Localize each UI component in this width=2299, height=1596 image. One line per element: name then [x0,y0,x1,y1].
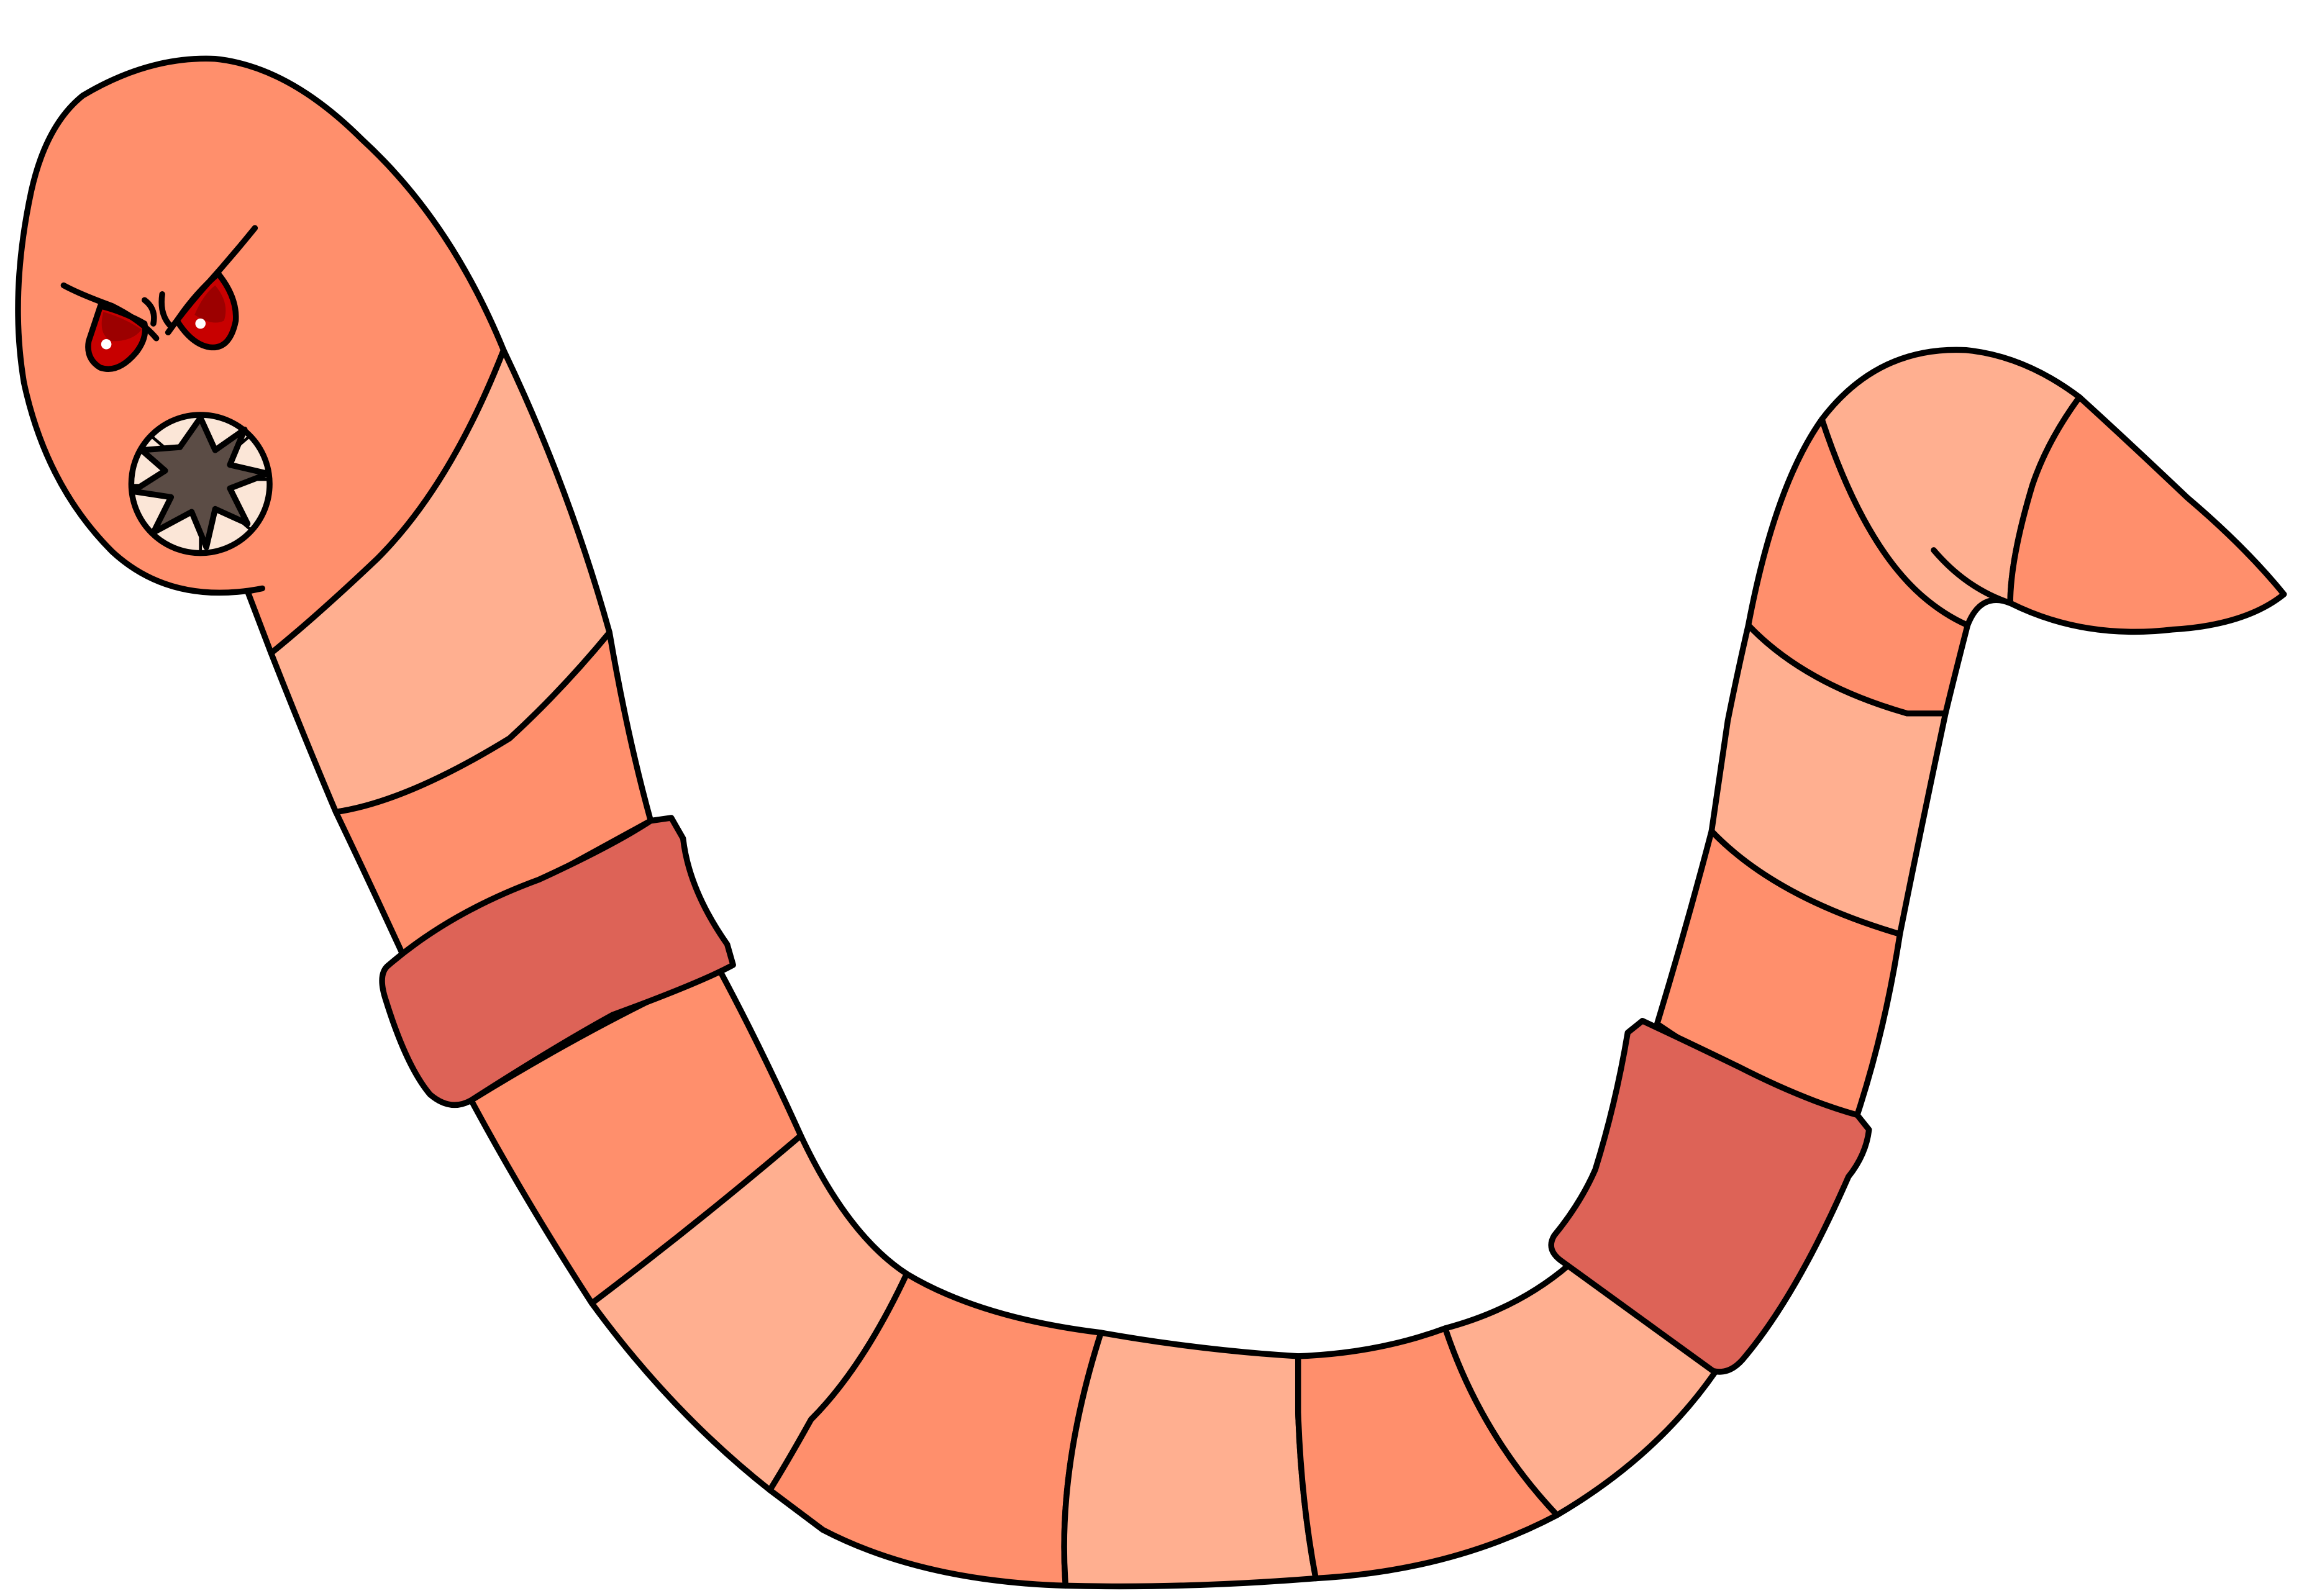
angry-eye-icon [60,282,160,372]
body-segment [767,1271,1104,1589]
right-eye-highlight [195,318,206,329]
anger-mark [141,297,157,327]
body-segment [332,629,654,959]
right-eye-shadow [194,285,226,323]
clitellum-band [379,815,736,1108]
body-segment [1295,1325,1560,1582]
left-eye-highlight [101,338,112,350]
toothy-mouth-icon [128,412,273,556]
tail-crease [1931,547,2013,606]
mouth-opening [130,414,271,550]
clitellum-band [1548,1018,1872,1375]
body-segment [1061,1330,1319,1590]
anger-mark [158,291,175,330]
left-eye-shadow [101,312,142,342]
right-eyebrow [165,225,258,336]
body-segment [2007,394,2287,635]
worm-band-left [379,815,736,1108]
left-eyebrow [60,282,160,342]
worm-band-right [1548,1018,1872,1375]
angry-eye-icon [165,225,258,351]
